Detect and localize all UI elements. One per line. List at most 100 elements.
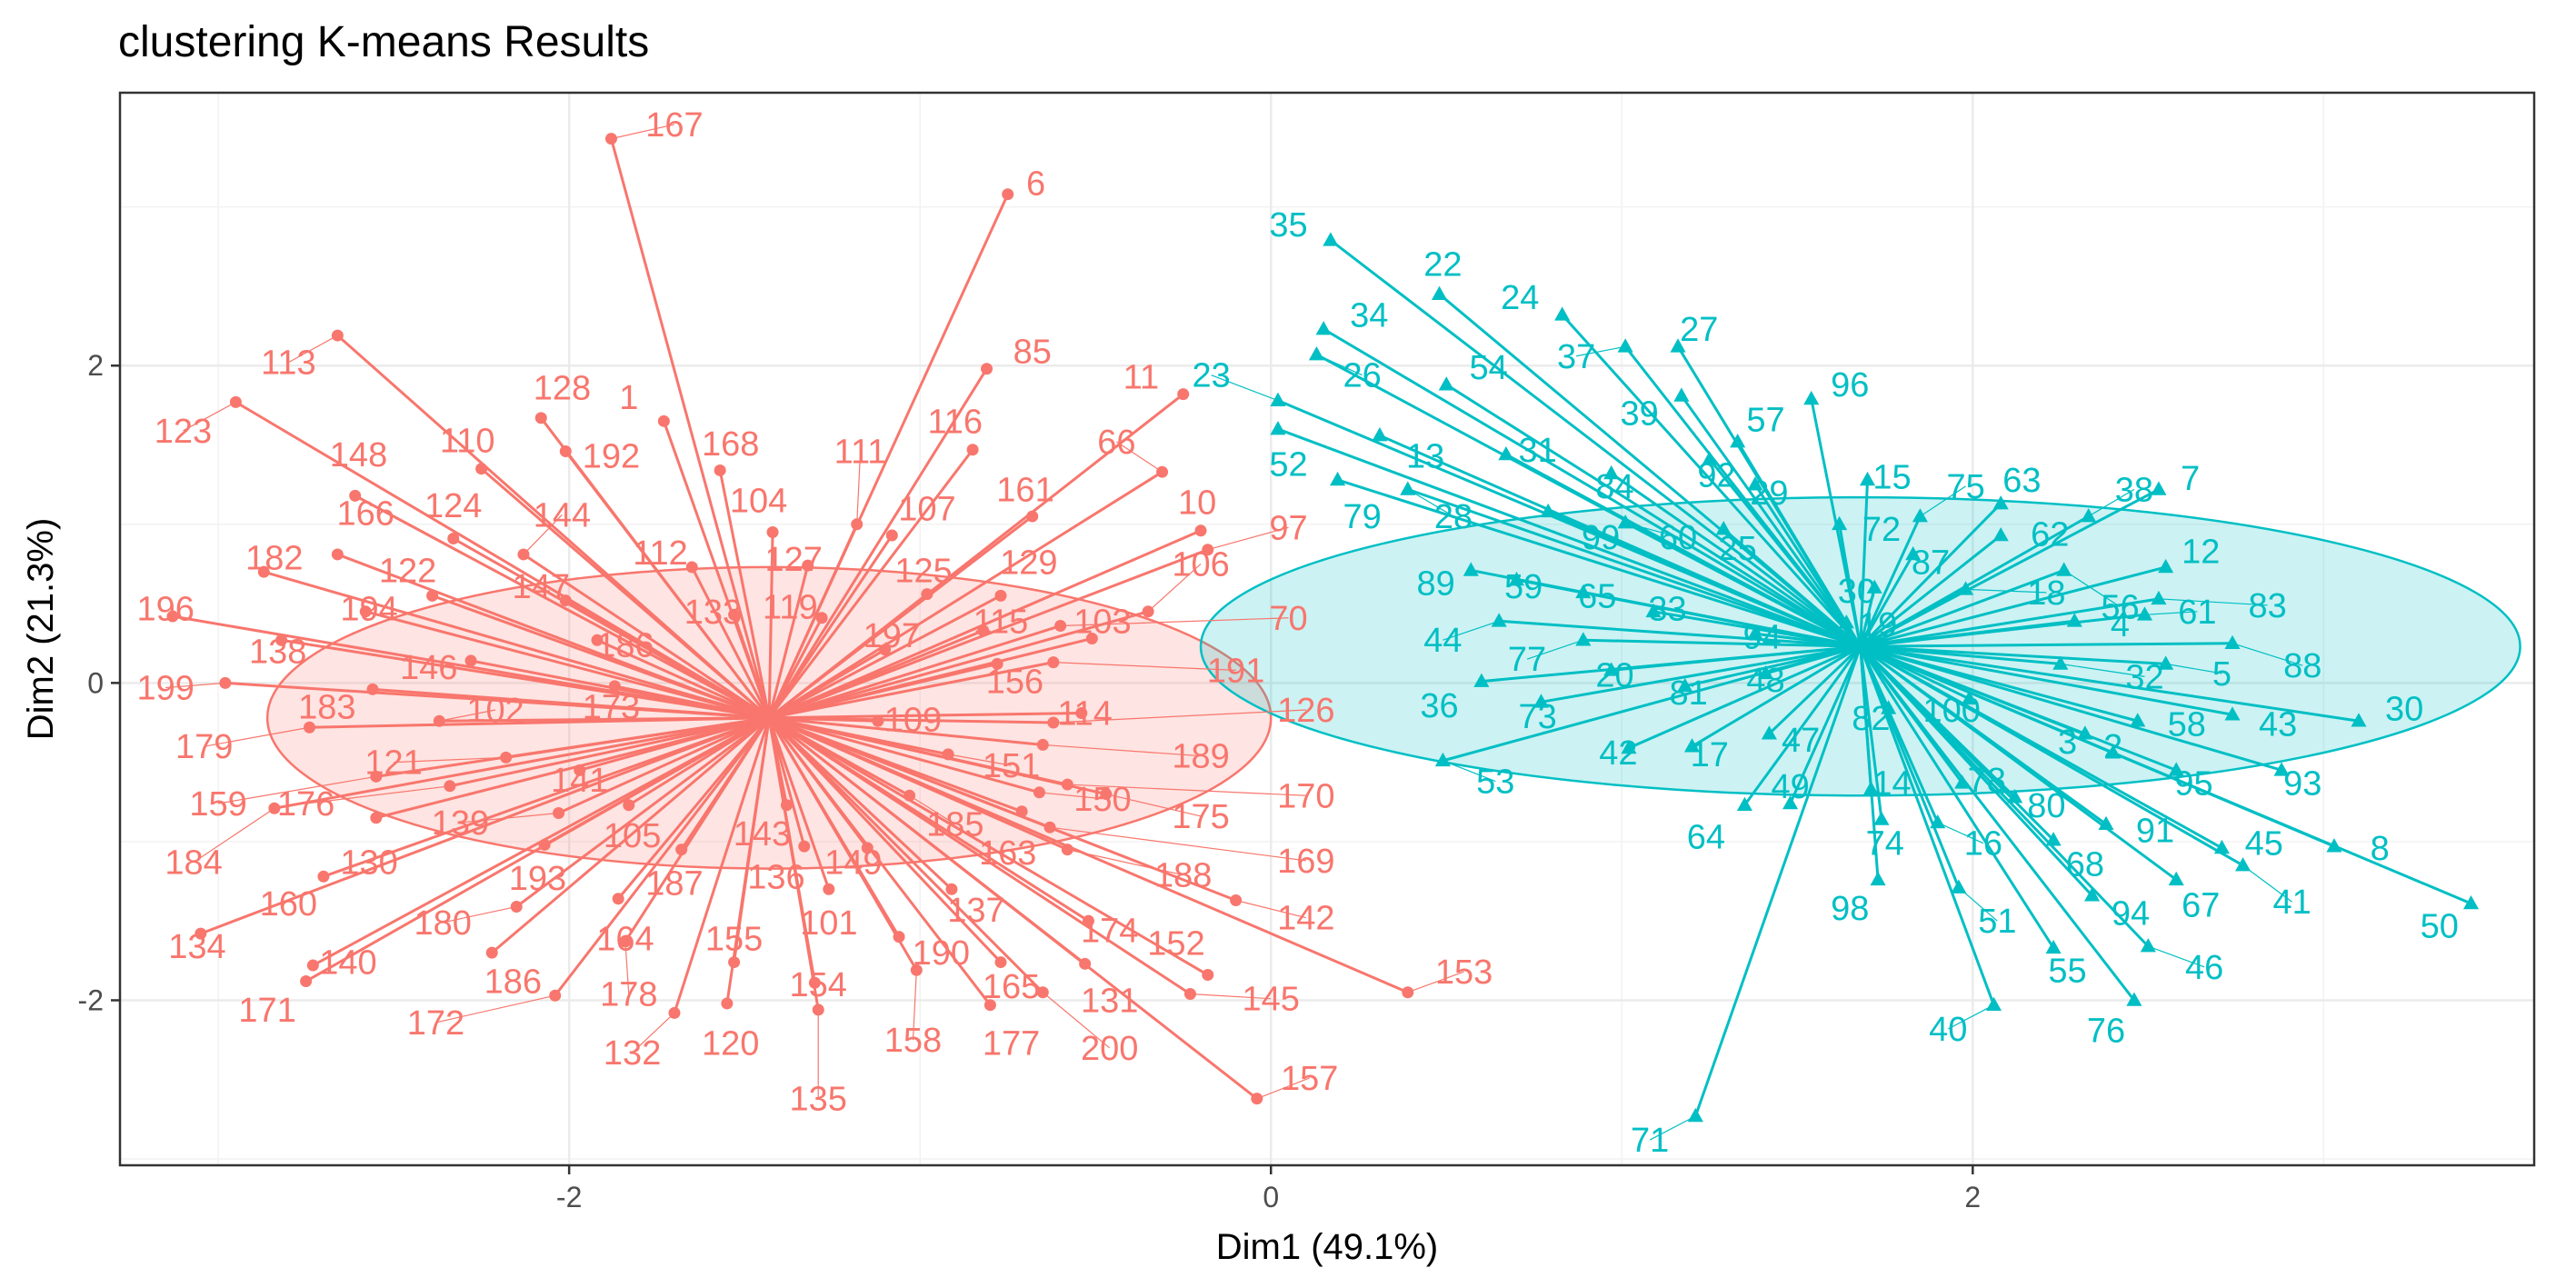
data-point [721,997,734,1010]
cluster-spoke [200,716,770,935]
point-label: 147 [513,568,570,606]
point-label: 31 [1518,432,1556,470]
point-label: 141 [551,762,608,800]
cluster-spoke [1860,642,2233,648]
cluster-spoke [1680,394,1862,648]
point-label: 46 [2185,949,2223,987]
data-point [1832,515,1848,531]
cluster-spoke [768,661,1054,720]
cluster-spoke [768,629,984,720]
point-label: 94 [1743,619,1782,657]
cluster-spoke [768,716,1409,994]
cluster-spoke [1722,527,1862,648]
point-label: 109 [884,701,942,739]
data-point [2007,789,2023,804]
data-point [1683,738,1701,753]
data-point [2084,887,2101,902]
point-label: 140 [319,944,376,983]
data-point [166,610,179,623]
data-point [1270,421,1286,435]
data-point [1026,510,1039,523]
label-leader [2063,569,2121,608]
data-point [1575,584,1592,599]
data-point [1603,464,1620,480]
point-label: 7 [2181,460,2200,498]
point-label: 89 [1417,564,1455,603]
data-point [2168,762,2184,776]
cluster-spoke [1499,619,1861,648]
data-point [1992,495,2009,510]
point-label: 154 [790,966,847,1004]
data-point [2224,706,2241,721]
x-axis-title: Dim1 (49.1%) [1216,1227,1439,1267]
point-label: 45 [2245,825,2283,864]
point-label: 102 [466,692,524,730]
point-label: 199 [136,670,194,708]
point-label: 174 [1081,913,1138,951]
x-tick-label: -2 [556,1181,582,1213]
label-leader [1649,1115,1696,1141]
data-point [300,975,313,988]
point-label: 167 [645,106,703,145]
data-point [574,764,586,776]
label-leader [947,754,1012,766]
cluster-spoke [768,548,1209,720]
label-leader [1116,441,1163,473]
point-label: 30 [1838,573,1876,611]
cluster-spoke [1859,479,1870,647]
point-label: 197 [864,617,921,655]
data-point [1645,603,1662,618]
data-point [1491,613,1507,627]
point-label: 180 [414,904,471,943]
data-point [370,812,383,824]
cluster-spoke [768,624,1062,720]
point-label: 56 [2101,589,2139,627]
point-label: 122 [379,552,436,590]
label-leader [632,1012,675,1053]
data-point [945,883,958,895]
label-leader [2232,643,2303,666]
point-label: 16 [1964,825,2002,864]
point-label: 44 [1423,622,1462,660]
point-label: 88 [2283,647,2321,685]
cluster-spoke [1754,632,1861,648]
point-label: 194 [340,590,397,628]
point-label: 62 [2031,515,2069,554]
label-leader [288,334,338,364]
point-label: 149 [824,844,882,883]
data-point [1082,914,1094,927]
cluster-spoke [323,716,770,878]
spoke-layer [172,138,2472,1117]
point-label: 124 [424,487,482,525]
x-tick-label: 0 [1263,1181,1279,1213]
point-label: 189 [1172,738,1229,776]
data-point [1575,632,1592,646]
label-leader [1965,588,2047,594]
cluster-spoke [768,470,1163,720]
cluster-center [762,710,777,725]
cluster-spoke [1628,644,1862,750]
cluster-spoke [767,448,974,719]
cluster-spoke [1859,587,1876,647]
point-label: 53 [1476,764,1514,802]
cluster-spoke [767,532,774,718]
cluster-spoke [1323,327,1862,648]
data-point [823,883,835,895]
data-point [1992,527,2009,542]
label-leader [1043,744,1202,757]
point-label: 65 [1578,577,1616,615]
point-label: 192 [583,438,640,476]
y-axis-title: Dim2 (21.3%) [21,518,61,741]
point-label: 98 [1831,890,1869,928]
point-label: 52 [1269,445,1307,484]
data-point [2158,558,2174,574]
data-point [1498,445,1514,461]
point-label: 101 [800,904,857,943]
point-label: 120 [702,1025,759,1063]
point-label: 128 [534,370,591,408]
point-label: 110 [440,422,495,460]
data-point [766,526,779,539]
data-point [2462,894,2480,910]
data-point [714,464,726,476]
